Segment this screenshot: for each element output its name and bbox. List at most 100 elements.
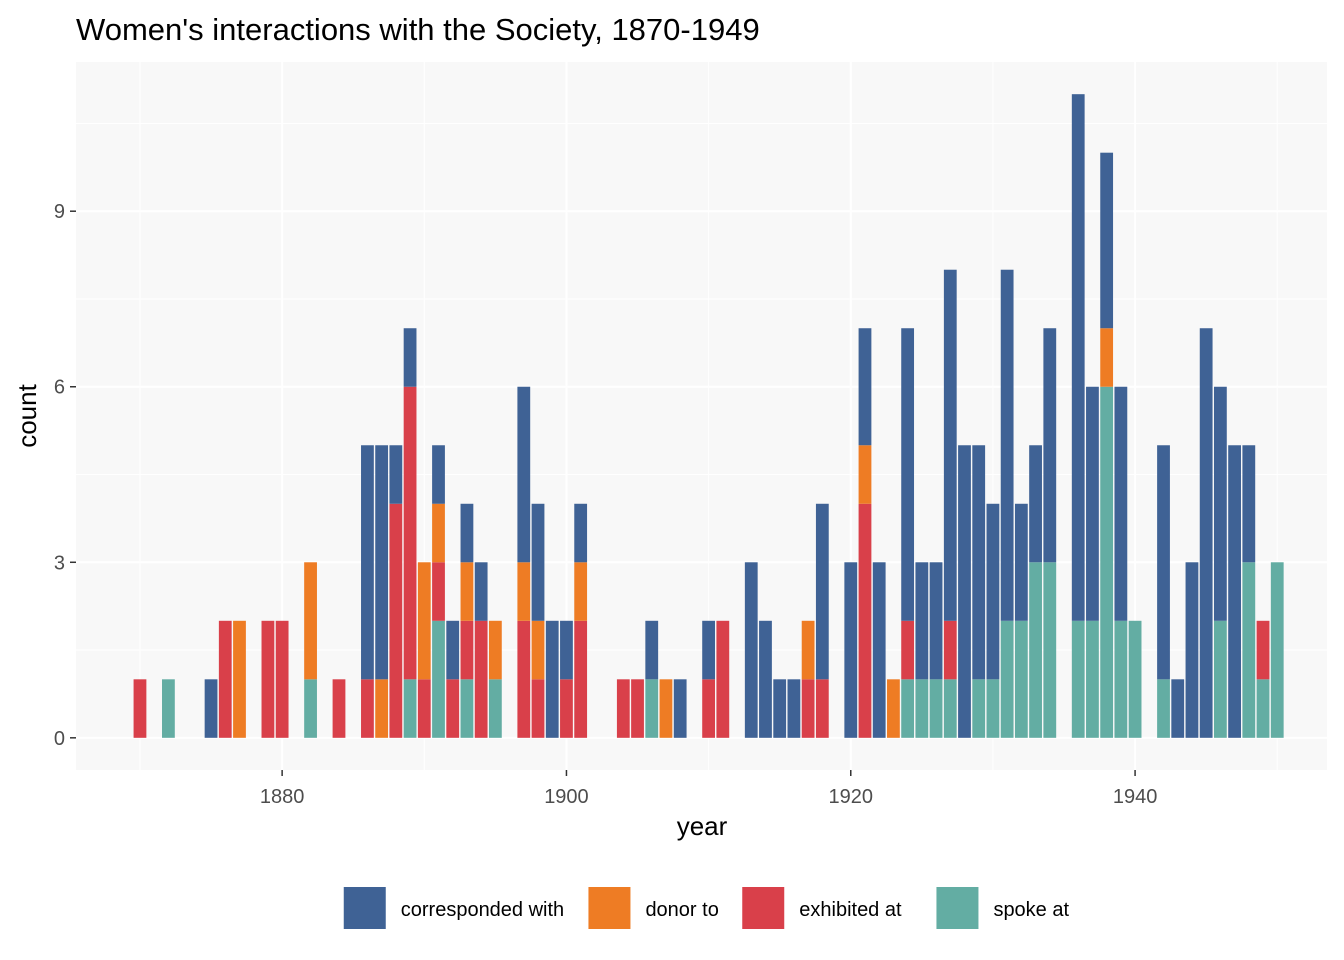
- bar-exhibited-at-1910: [702, 679, 716, 738]
- bar-corresponded-with-1915: [773, 679, 787, 738]
- legend: corresponded with donor to exhibited at spo…: [343, 887, 1069, 929]
- bar-spoke-at-1932: [1014, 620, 1028, 738]
- bar-corresponded-with-1886: [361, 445, 374, 680]
- bar-donor-to-1898: [531, 620, 545, 680]
- bar-spoke-at-1937: [1086, 620, 1099, 738]
- y-tick-label: 3: [54, 552, 65, 574]
- x-axis-title: year: [677, 811, 728, 841]
- bar-exhibited-at-1900: [560, 679, 573, 738]
- bar-corresponded-with-1897: [517, 386, 531, 563]
- bar-corresponded-with-1933: [1029, 445, 1042, 563]
- bar-exhibited-at-1880: [275, 620, 289, 738]
- bar-corresponded-with-1916: [787, 679, 801, 738]
- bar-exhibited-at-1891: [432, 562, 445, 621]
- bar-corresponded-with-1942: [1157, 445, 1170, 680]
- bar-exhibited-at-1886: [361, 679, 374, 738]
- bar-corresponded-with-1925: [915, 562, 929, 680]
- bar-exhibited-at-1897: [517, 620, 531, 738]
- bar-spoke-at-1927: [943, 679, 957, 738]
- bar-corresponded-with-1943: [1171, 679, 1185, 738]
- legend-label-corresponded-with: corresponded with: [401, 899, 564, 921]
- x-tick-label: 1920: [829, 786, 874, 808]
- bar-corresponded-with-1898: [531, 503, 545, 621]
- bar-corresponded-with-1922: [872, 562, 886, 738]
- bar-spoke-at-1882: [304, 679, 317, 738]
- bar-exhibited-at-1905: [631, 679, 644, 738]
- bar-corresponded-with-1947: [1228, 445, 1241, 738]
- bar-corresponded-with-1900: [560, 620, 573, 680]
- bar-corresponded-with-1946: [1213, 386, 1227, 621]
- bar-donor-to-1891: [432, 503, 445, 563]
- x-tick-label: 1940: [1113, 786, 1158, 808]
- bar-exhibited-at-1949: [1256, 620, 1270, 680]
- bar-donor-to-1901: [574, 562, 588, 621]
- bar-donor-to-1895: [488, 620, 502, 680]
- bar-exhibited-at-1892: [446, 679, 460, 738]
- bar-exhibited-at-1889: [403, 386, 417, 680]
- x-tick-label: 1900: [544, 786, 589, 808]
- bar-spoke-at-1889: [403, 679, 417, 738]
- legend-label-spoke-at: spoke at: [993, 899, 1069, 921]
- legend-key-spoke-at: [936, 887, 979, 929]
- bar-corresponded-with-1939: [1114, 386, 1128, 621]
- bar-corresponded-with-1945: [1199, 328, 1213, 738]
- bar-corresponded-with-1910: [702, 620, 716, 680]
- bar-corresponded-with-1899: [545, 620, 559, 738]
- bar-spoke-at-1924: [901, 679, 915, 738]
- bar-donor-to-1887: [375, 679, 389, 738]
- bar-spoke-at-1893: [460, 679, 474, 738]
- bar-spoke-at-1938: [1100, 386, 1114, 738]
- bar-exhibited-at-1884: [332, 679, 346, 738]
- bar-spoke-at-1933: [1029, 562, 1042, 738]
- bar-exhibited-at-1888: [389, 503, 403, 738]
- bar-exhibited-at-1890: [417, 679, 431, 738]
- bar-corresponded-with-1937: [1086, 386, 1099, 621]
- bar-corresponded-with-1948: [1242, 445, 1256, 563]
- y-axis-title: count: [12, 383, 42, 447]
- bar-spoke-at-1895: [488, 679, 502, 738]
- bar-donor-to-1923: [887, 679, 900, 738]
- bar-donor-to-1893: [460, 562, 474, 621]
- bar-spoke-at-1946: [1213, 620, 1227, 738]
- chart-title: Women's interactions with the Society, 1…: [76, 12, 760, 47]
- bar-spoke-at-1925: [915, 679, 929, 738]
- bar-corresponded-with-1894: [474, 562, 488, 621]
- bar-donor-to-1897: [517, 562, 531, 621]
- bar-corresponded-with-1944: [1185, 562, 1199, 738]
- bar-corresponded-with-1924: [901, 328, 915, 621]
- bar-corresponded-with-1906: [645, 620, 659, 680]
- bar-corresponded-with-1913: [744, 562, 758, 738]
- bar-donor-to-1917: [801, 620, 815, 680]
- bar-corresponded-with-1928: [958, 445, 971, 738]
- bar-exhibited-at-1901: [574, 620, 588, 738]
- bar-donor-to-1882: [304, 562, 317, 680]
- bar-donor-to-1921: [858, 445, 872, 504]
- bar-exhibited-at-1924: [901, 620, 915, 680]
- bar-spoke-at-1942: [1157, 679, 1170, 738]
- y-tick-label: 6: [54, 377, 65, 399]
- legend-label-exhibited-at: exhibited at: [799, 899, 902, 921]
- legend-key-corresponded-with: [343, 887, 386, 929]
- bar-exhibited-at-1894: [474, 620, 488, 738]
- bar-corresponded-with-1936: [1071, 94, 1085, 621]
- bar-corresponded-with-1901: [574, 503, 588, 563]
- bar-spoke-at-1931: [1000, 620, 1014, 738]
- bar-donor-to-1907: [659, 679, 673, 738]
- bar-corresponded-with-1931: [1000, 269, 1014, 621]
- bar-spoke-at-1934: [1043, 562, 1057, 738]
- bar-corresponded-with-1920: [844, 562, 858, 738]
- bar-spoke-at-1936: [1071, 620, 1085, 738]
- bar-spoke-at-1872: [162, 679, 175, 738]
- bar-exhibited-at-1917: [801, 679, 815, 738]
- bar-exhibited-at-1927: [943, 620, 957, 680]
- bar-spoke-at-1949: [1256, 679, 1270, 738]
- bar-spoke-at-1939: [1114, 620, 1128, 738]
- bar-spoke-at-1930: [986, 679, 1000, 738]
- bar-donor-to-1877: [233, 620, 246, 738]
- bar-spoke-at-1940: [1128, 620, 1142, 738]
- x-tick-label: 1880: [260, 786, 305, 808]
- bar-corresponded-with-1888: [389, 445, 403, 504]
- y-axis: 0 3 6 9: [54, 201, 76, 750]
- bar-corresponded-with-1887: [375, 445, 389, 680]
